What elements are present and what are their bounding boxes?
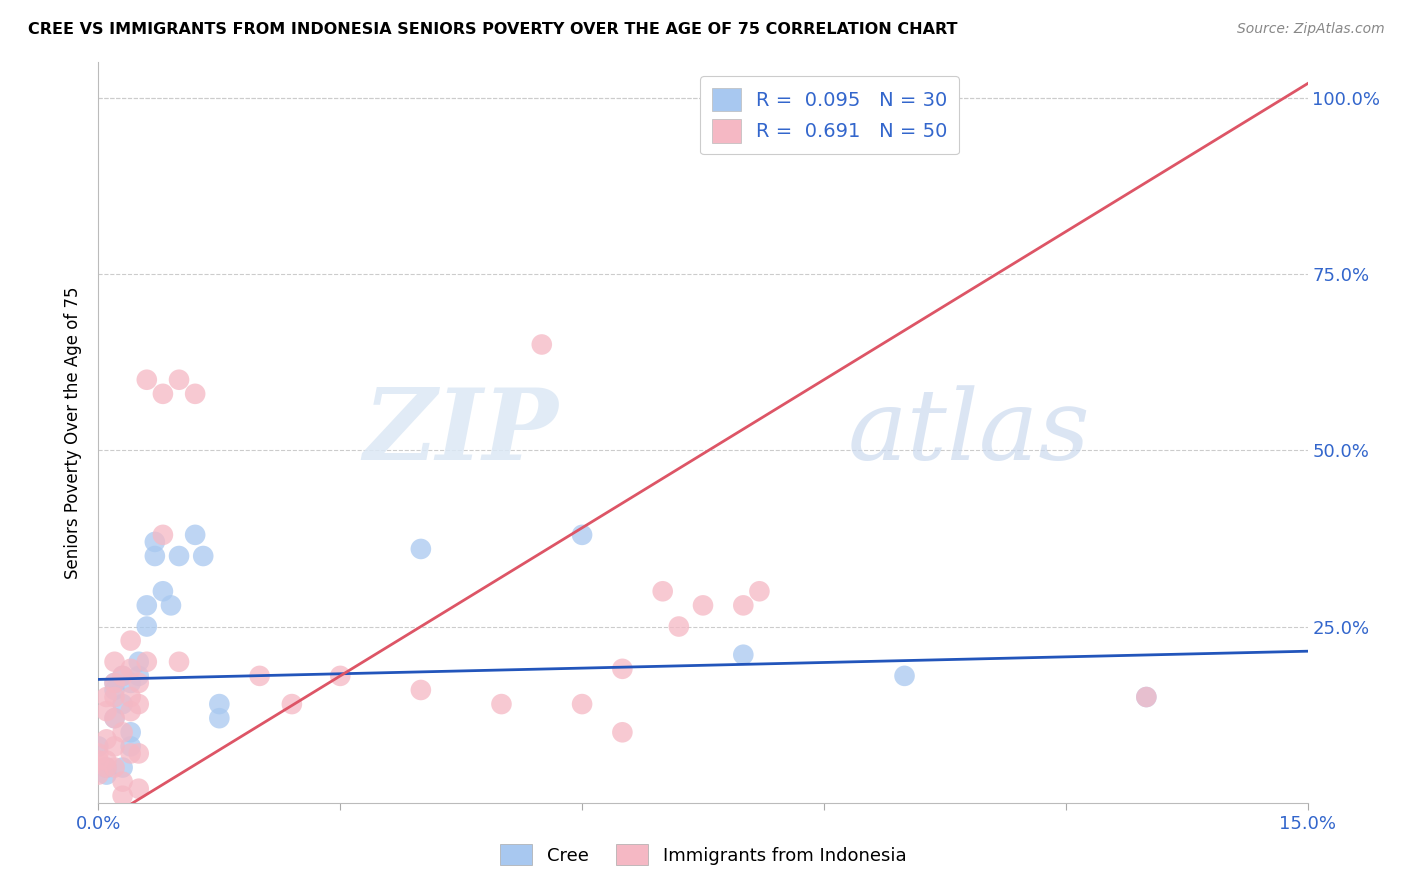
Point (111, 697, 134, 711)
Point (612, 662, 634, 676)
Point (813, 91, 835, 105)
Point (120, 690, 142, 704)
Point (184, 387, 207, 401)
Point (120, 633, 142, 648)
Point (612, 725, 634, 739)
Y-axis label: Seniors Poverty Over the Age of 75: Seniors Poverty Over the Age of 75 (65, 286, 83, 579)
Point (96, 767, 118, 781)
Point (1135, 690, 1157, 704)
Point (103, 739, 125, 754)
Point (128, 676, 150, 690)
Point (733, 599, 755, 613)
Point (128, 655, 150, 669)
Point (103, 683, 125, 698)
Point (571, 697, 593, 711)
Point (692, 599, 714, 613)
Point (103, 711, 125, 725)
Point (167, 549, 190, 563)
Point (160, 599, 183, 613)
Point (103, 711, 125, 725)
Point (103, 676, 125, 690)
Point (1135, 690, 1157, 704)
Point (893, 669, 915, 683)
Point (167, 373, 190, 387)
Point (748, 584, 770, 599)
Point (249, 669, 271, 683)
Point (668, 619, 690, 633)
Point (733, 648, 755, 662)
Point (96, 704, 118, 718)
Point (135, 619, 157, 633)
Point (409, 541, 432, 556)
Point (135, 599, 157, 613)
Point (120, 739, 142, 754)
Point (111, 760, 134, 774)
Point (96, 760, 118, 774)
Point (128, 781, 150, 796)
Legend: Cree, Immigrants from Indonesia: Cree, Immigrants from Indonesia (491, 835, 915, 874)
Point (135, 373, 157, 387)
Point (167, 655, 190, 669)
Point (128, 747, 150, 761)
Text: ZIP: ZIP (363, 384, 558, 481)
Point (329, 669, 352, 683)
Point (111, 725, 134, 739)
Point (96, 690, 118, 704)
Point (152, 528, 174, 542)
Text: CREE VS IMMIGRANTS FROM INDONESIA SENIORS POVERTY OVER THE AGE OF 75 CORRELATION: CREE VS IMMIGRANTS FROM INDONESIA SENIOR… (28, 22, 957, 37)
Point (152, 387, 174, 401)
Point (103, 655, 125, 669)
Point (143, 549, 166, 563)
Point (128, 697, 150, 711)
Point (87, 747, 110, 761)
Point (87, 754, 110, 768)
Point (120, 725, 142, 739)
Point (120, 747, 142, 761)
Point (120, 704, 142, 718)
Text: Source: ZipAtlas.com: Source: ZipAtlas.com (1237, 22, 1385, 37)
Point (111, 789, 134, 803)
Point (409, 683, 432, 698)
Point (120, 662, 142, 676)
Point (281, 697, 304, 711)
Legend: R =  0.095   N = 30, R =  0.691   N = 50: R = 0.095 N = 30, R = 0.691 N = 50 (700, 76, 959, 154)
Point (530, 337, 553, 351)
Point (103, 690, 125, 704)
Point (111, 669, 134, 683)
Point (152, 584, 174, 599)
Point (103, 760, 125, 774)
Point (571, 528, 593, 542)
Point (128, 669, 150, 683)
Point (135, 655, 157, 669)
Point (111, 669, 134, 683)
Point (193, 549, 215, 563)
Point (96, 760, 118, 774)
Point (111, 774, 134, 789)
Point (87, 739, 110, 754)
Point (491, 697, 513, 711)
Point (96, 754, 118, 768)
Point (208, 697, 231, 711)
Point (143, 535, 166, 549)
Point (96, 732, 118, 747)
Point (87, 767, 110, 781)
Point (184, 528, 207, 542)
Text: atlas: atlas (848, 385, 1091, 480)
Point (651, 584, 673, 599)
Point (208, 711, 231, 725)
Point (120, 676, 142, 690)
Point (103, 676, 125, 690)
